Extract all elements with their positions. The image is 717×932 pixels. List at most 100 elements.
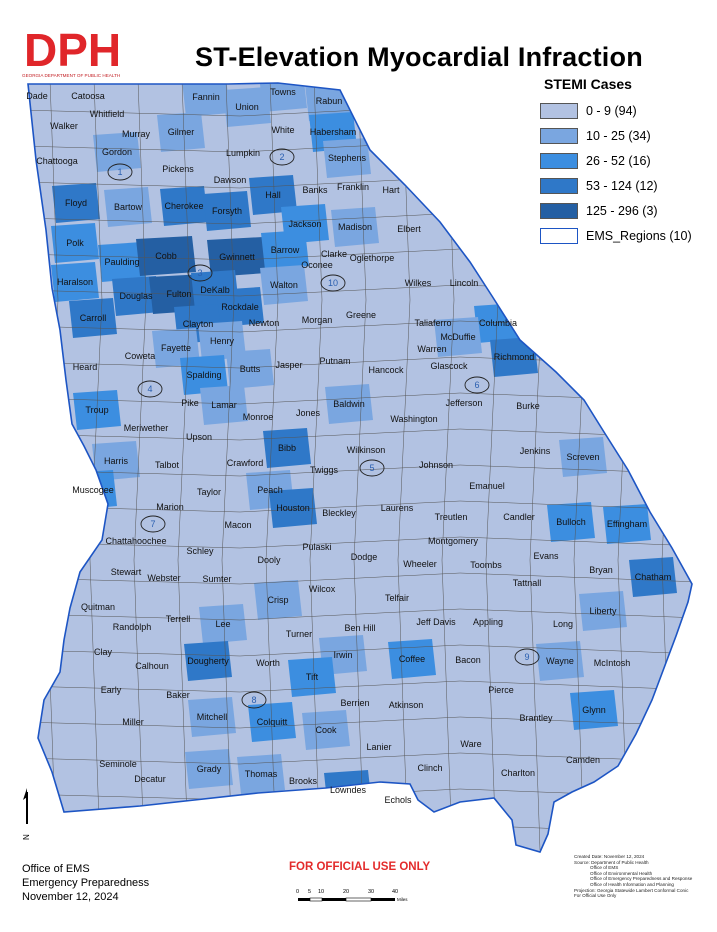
county-label-paulding: Paulding: [104, 257, 139, 267]
county-label-brooks: Brooks: [289, 776, 318, 786]
county-label-jefferson: Jefferson: [446, 398, 483, 408]
legend-label: 10 - 25 (34): [586, 128, 651, 143]
county-fill-douglas: [112, 276, 160, 316]
county-label-miller: Miller: [122, 717, 144, 727]
county-line: [28, 824, 692, 837]
county-label-hart: Hart: [382, 185, 400, 195]
county-label-cobb: Cobb: [155, 251, 177, 261]
region-number-1: 1: [117, 167, 122, 177]
county-line: [28, 644, 692, 657]
county-fill-screven: [559, 437, 607, 477]
legend-swatch: [540, 177, 578, 194]
county-label-turner: Turner: [286, 629, 312, 639]
logo-text: DPH: [24, 24, 121, 76]
legend-item: 10 - 25 (34): [540, 123, 710, 148]
office-info: Office of EMS Emergency Preparedness Nov…: [22, 862, 149, 904]
region-number-10: 10: [328, 278, 338, 288]
county-line: [265, 83, 279, 851]
county-fill-hall: [249, 175, 297, 215]
county-label-dougherty: Dougherty: [187, 656, 229, 666]
county-label-fannin: Fannin: [192, 92, 220, 102]
credit-line: Projection: Georgia Statewide Lambert Co…: [574, 887, 689, 893]
region-number-5: 5: [369, 463, 374, 473]
county-label-dade: Dade: [26, 91, 48, 101]
county-label-webster: Webster: [147, 573, 180, 583]
county-label-union: Union: [235, 102, 259, 112]
county-fill-barrow: [261, 230, 309, 270]
region-number-7: 7: [150, 519, 155, 529]
county-label-meriwether: Meriwether: [124, 423, 169, 433]
county-label-jackson: Jackson: [288, 219, 321, 229]
dph-logo: DPH GEORGIA DEPARTMENT OF PUBLIC HEALTH: [21, 24, 125, 78]
county-label-lumpkin: Lumpkin: [226, 148, 260, 158]
county-label-jasper: Jasper: [275, 360, 302, 370]
county-label-telfair: Telfair: [385, 593, 409, 603]
county-label-macon: Macon: [224, 520, 251, 530]
region-marker-8: [241, 691, 267, 709]
county-fill-dougherty: [184, 641, 232, 681]
county-line: [28, 392, 692, 405]
county-fill-wayne: [536, 641, 584, 681]
county-label-wheeler: Wheeler: [403, 559, 437, 569]
county-label-dodge: Dodge: [351, 552, 378, 562]
region-marker-3: [187, 264, 213, 282]
county-label-liberty: Liberty: [589, 606, 617, 616]
county-label-peach: Peach: [257, 485, 283, 495]
county-label-harris: Harris: [104, 456, 128, 466]
county-label-dawson: Dawson: [214, 175, 247, 185]
county-label-long: Long: [553, 619, 573, 629]
region-number-9: 9: [524, 652, 529, 662]
county-label-appling: Appling: [473, 617, 503, 627]
county-label-glynn: Glynn: [582, 705, 606, 715]
county-line: [28, 716, 692, 729]
county-label-crisp: Crisp: [267, 595, 288, 605]
county-line: [221, 83, 235, 851]
region-marker-10: [320, 274, 346, 292]
county-label-ben-hill: Ben Hill: [344, 623, 375, 633]
county-label-crawford: Crawford: [227, 458, 264, 468]
office-line: Emergency Preparedness: [22, 877, 150, 889]
region-marker-7: [140, 515, 166, 533]
county-label-towns: Towns: [270, 87, 296, 97]
county-label-cherokee: Cherokee: [164, 201, 203, 211]
county-label-quitman: Quitman: [81, 602, 115, 612]
county-label-lee: Lee: [215, 619, 230, 629]
county-label-whitfield: Whitfield: [90, 109, 125, 119]
county-fill-bartow: [104, 187, 152, 227]
county-line: [28, 608, 692, 621]
county-label-wayne: Wayne: [546, 656, 574, 666]
county-label-polk: Polk: [66, 238, 84, 248]
county-fill-polk: [51, 223, 99, 263]
county-fill-grady: [185, 749, 233, 789]
county-label-grady: Grady: [197, 764, 222, 774]
county-fill-baldwin: [325, 384, 373, 424]
county-label-floyd: Floyd: [65, 198, 87, 208]
county-fill-mcduffie: [434, 317, 482, 357]
credit-line: Created Date: November 12, 2024: [574, 854, 645, 859]
county-line: [28, 428, 692, 441]
county-label-effingham: Effingham: [607, 519, 647, 529]
county-label-evans: Evans: [533, 551, 559, 561]
county-label-pulaski: Pulaski: [302, 542, 331, 552]
legend-item: 53 - 124 (12): [540, 173, 710, 198]
county-label-decatur: Decatur: [134, 774, 166, 784]
county-label-treutlen: Treutlen: [435, 512, 468, 522]
county-label-rockdale: Rockdale: [221, 302, 259, 312]
county-label-seminole: Seminole: [99, 759, 137, 769]
county-line: [28, 680, 692, 693]
county-line: [397, 83, 411, 851]
county-labels: Dade Catoosa Whitfield Walker Murray Fannin Un…: [26, 87, 671, 805]
county-label-colquitt: Colquitt: [257, 717, 288, 727]
county-label-henry: Henry: [210, 336, 235, 346]
region-marker-4: [137, 380, 163, 398]
region-marker-2: [269, 148, 295, 166]
region-marker-9: [514, 648, 540, 666]
county-fill-spalding: [180, 355, 228, 395]
county-label-heard: Heard: [73, 362, 98, 372]
county-label-newton: Newton: [249, 318, 280, 328]
county-fill-gilmer: [157, 112, 205, 152]
ems-region-markers: 1 2 3 4 5 6 7 8 9 10: [107, 148, 540, 709]
county-label-habersham: Habersham: [310, 127, 357, 137]
county-fill-effingham: [603, 504, 651, 544]
county-label-schley: Schley: [186, 546, 214, 556]
